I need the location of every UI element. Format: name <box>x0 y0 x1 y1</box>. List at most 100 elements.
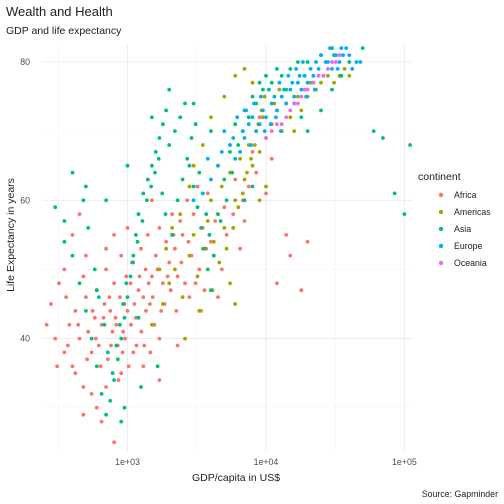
data-point <box>157 336 162 341</box>
data-point <box>222 226 227 230</box>
data-point <box>96 295 101 299</box>
x-tick-label: 1e+05 <box>392 457 417 467</box>
data-point <box>286 73 291 78</box>
data-point <box>330 60 334 64</box>
data-point <box>122 315 127 320</box>
data-point <box>179 260 184 265</box>
data-point <box>81 198 86 203</box>
data-point <box>125 163 130 168</box>
data-point <box>224 233 229 237</box>
data-point <box>186 239 191 244</box>
chart-title: Wealth and Health <box>6 4 113 19</box>
data-point <box>257 80 262 85</box>
data-point <box>344 46 349 50</box>
data-point <box>347 60 352 64</box>
data-point <box>150 322 154 327</box>
data-point <box>305 80 310 85</box>
data-point <box>173 246 177 251</box>
data-point <box>288 108 293 113</box>
data-point <box>170 212 175 217</box>
data-point <box>222 177 227 182</box>
data-point <box>305 87 310 92</box>
data-point <box>200 191 205 196</box>
data-point <box>145 177 150 182</box>
legend-label: Oceania <box>454 258 487 268</box>
data-point <box>193 122 198 127</box>
data-point <box>129 322 133 327</box>
data-point <box>131 350 136 355</box>
data-point <box>89 336 94 341</box>
data-point <box>238 246 243 251</box>
data-point <box>178 212 183 217</box>
data-point <box>146 281 151 286</box>
data-point <box>219 150 224 154</box>
data-point <box>149 184 154 189</box>
data-point <box>354 60 359 64</box>
data-point <box>92 267 97 272</box>
data-point <box>274 115 278 120</box>
data-point <box>86 329 91 334</box>
data-point <box>191 233 196 237</box>
legend-key <box>438 260 444 266</box>
data-point <box>81 274 86 279</box>
data-point <box>165 274 170 279</box>
data-point <box>312 87 317 92</box>
data-point <box>62 350 67 355</box>
data-point <box>139 385 143 389</box>
data-point <box>222 205 227 210</box>
data-point <box>261 115 265 120</box>
data-point <box>175 274 180 279</box>
data-point <box>272 94 277 99</box>
data-point <box>319 80 323 85</box>
data-point <box>119 336 124 341</box>
data-point <box>233 156 238 161</box>
data-point <box>114 322 119 327</box>
data-point <box>150 163 154 168</box>
data-point <box>119 371 124 376</box>
data-point <box>341 53 345 57</box>
data-point <box>86 226 91 230</box>
data-point <box>99 322 104 327</box>
data-point <box>228 150 232 154</box>
y-axis-ticks: 40 60 80 <box>20 57 30 344</box>
y-tick-label: 40 <box>20 334 30 344</box>
data-point <box>73 371 78 376</box>
data-point <box>296 101 300 106</box>
data-point <box>84 309 88 313</box>
data-point <box>259 94 263 99</box>
data-point <box>205 156 210 161</box>
data-point <box>257 198 262 203</box>
data-point <box>339 46 344 50</box>
data-point <box>231 212 236 217</box>
data-point <box>200 143 205 147</box>
data-point <box>126 364 131 369</box>
data-point <box>231 226 236 230</box>
data-point <box>77 336 82 341</box>
data-point <box>264 115 268 120</box>
data-point <box>197 170 202 175</box>
data-point <box>296 60 300 64</box>
series-americas <box>150 67 352 341</box>
data-point <box>70 253 75 258</box>
data-point <box>163 212 168 217</box>
data-point <box>233 302 238 306</box>
data-point <box>311 80 316 85</box>
data-point <box>67 322 72 327</box>
data-point <box>275 122 279 127</box>
data-point <box>233 122 238 127</box>
data-point <box>155 364 160 369</box>
data-point <box>142 343 147 348</box>
data-point <box>219 267 224 272</box>
data-point <box>93 336 98 341</box>
data-point <box>187 295 192 299</box>
data-point <box>269 80 274 85</box>
data-point <box>299 115 304 120</box>
data-point <box>277 80 282 85</box>
data-point <box>297 73 302 78</box>
data-point <box>183 336 187 341</box>
data-point <box>334 60 338 64</box>
data-point <box>153 253 158 258</box>
data-point <box>197 267 202 272</box>
data-point <box>296 94 300 99</box>
data-point <box>53 205 58 210</box>
